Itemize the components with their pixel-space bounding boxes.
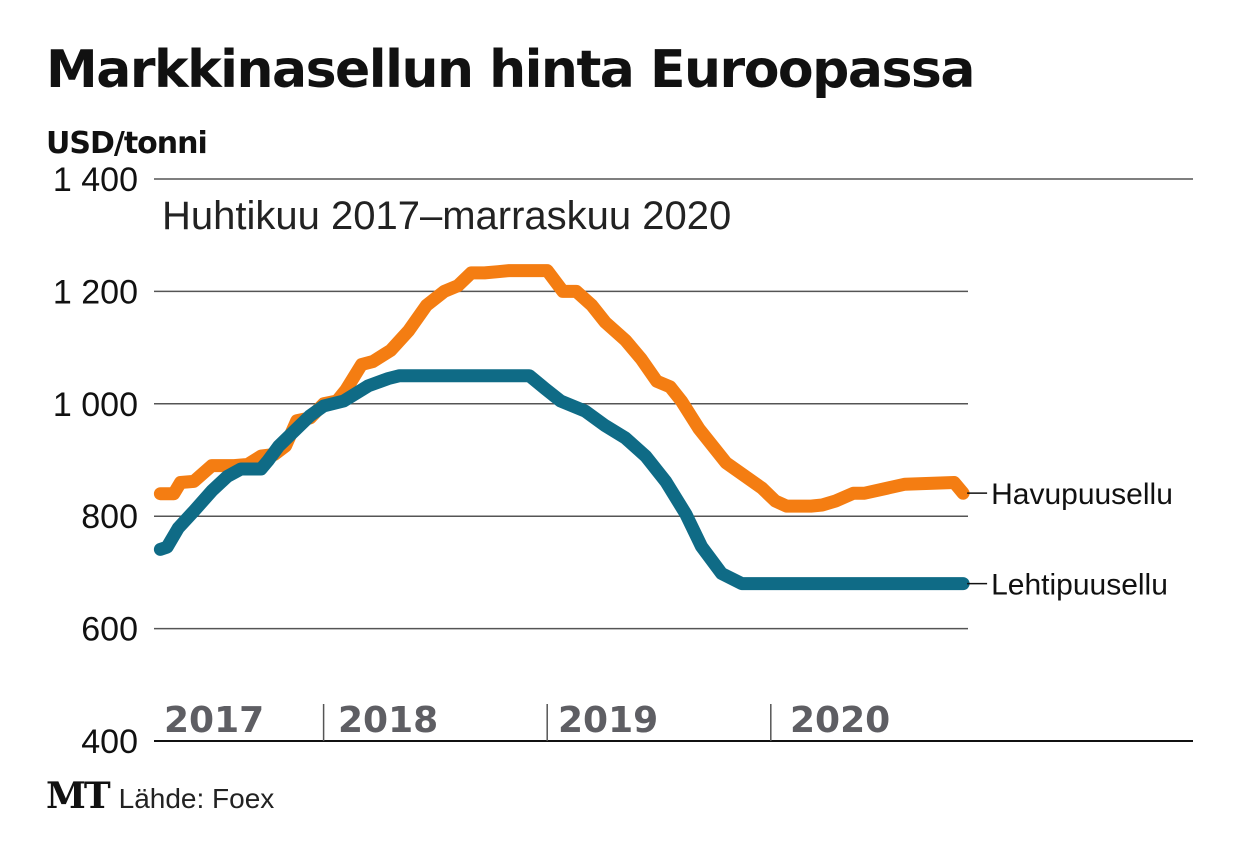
y-axis-tick-labels: 400 600 800 1 000 1 200 1 400 bbox=[53, 161, 138, 761]
x-axis: 2017 2018 2019 2020 bbox=[164, 700, 890, 741]
chart-title: Markkinasellun hinta Euroopassa bbox=[46, 40, 975, 100]
series-line-lehtipuusellu bbox=[153, 369, 970, 591]
y-tick-label-600: 600 bbox=[81, 611, 138, 649]
x-tick-label-2018: 2018 bbox=[338, 700, 438, 741]
y-tick-label-1400: 1 400 bbox=[53, 161, 138, 199]
y-tick-label-1000: 1 000 bbox=[53, 386, 138, 424]
x-tick-label-2020: 2020 bbox=[790, 700, 890, 741]
y-axis-unit-label: USD/tonni bbox=[46, 126, 208, 161]
mt-logo: MT bbox=[46, 775, 111, 817]
series-lines bbox=[153, 264, 970, 591]
y-tick-label-400: 400 bbox=[81, 723, 138, 761]
series-label-havupuusellu: Havupuusellu bbox=[991, 478, 1173, 511]
y-tick-label-800: 800 bbox=[81, 498, 138, 536]
source-text: Lähde: Foex bbox=[118, 783, 275, 814]
series-label-lehtipuusellu: Lehtipuusellu bbox=[991, 569, 1168, 602]
series-labels: Havupuusellu Lehtipuusellu bbox=[967, 478, 1173, 602]
x-tick-label-2017: 2017 bbox=[164, 700, 264, 741]
y-tick-label-1200: 1 200 bbox=[53, 273, 138, 311]
series-line-havupuusellu bbox=[153, 264, 970, 513]
gridlines bbox=[154, 178, 1193, 742]
x-tick-label-2019: 2019 bbox=[558, 700, 658, 741]
source-footer: MT Lähde: Foex bbox=[46, 775, 274, 817]
chart-subtitle: Huhtikuu 2017–marraskuu 2020 bbox=[162, 194, 731, 238]
